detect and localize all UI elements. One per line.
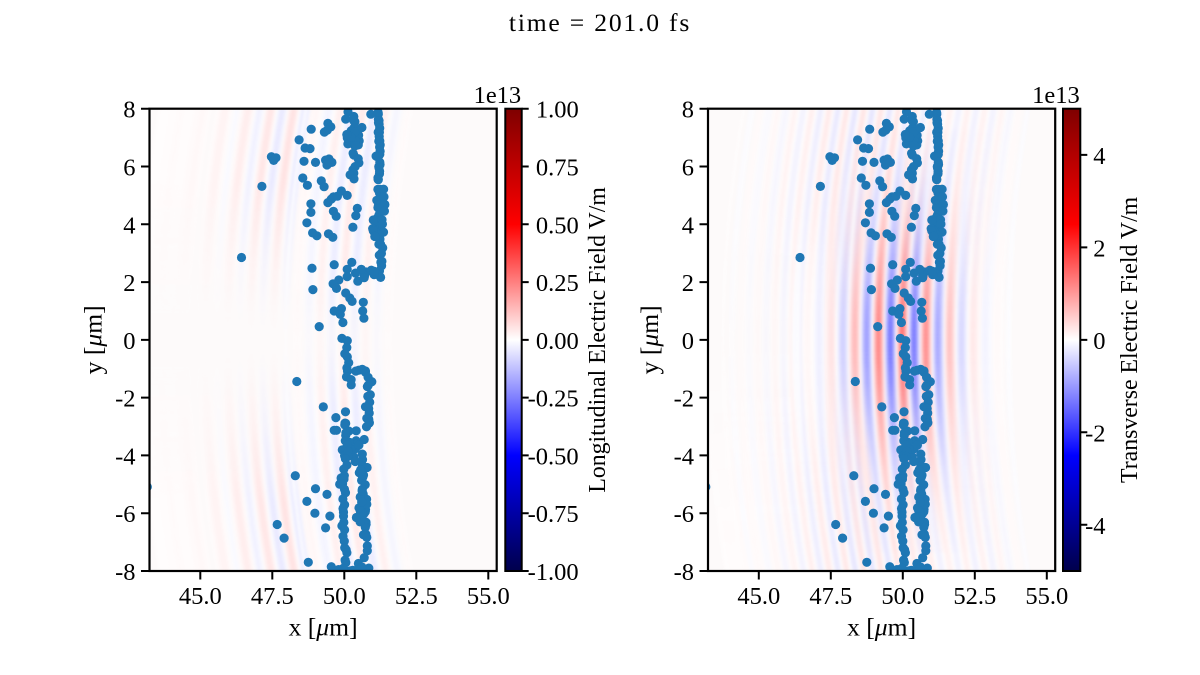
svg-text:Transverse Electric Field V/m: Transverse Electric Field V/m [1117, 196, 1143, 483]
svg-text:-0.25: -0.25 [528, 386, 579, 413]
svg-text:55.0: 55.0 [1025, 583, 1068, 610]
svg-text:-4: -4 [674, 443, 694, 470]
svg-text:47.5: 47.5 [809, 583, 852, 610]
svg-text:1e13: 1e13 [1032, 82, 1080, 109]
svg-text:-0.75: -0.75 [528, 501, 579, 528]
svg-text:-1.00: -1.00 [528, 559, 579, 586]
svg-text:1e13: 1e13 [474, 82, 522, 109]
svg-text:6: 6 [123, 155, 135, 182]
svg-text:50.0: 50.0 [323, 583, 366, 610]
svg-text:45.0: 45.0 [737, 583, 780, 610]
svg-text:8: 8 [123, 97, 135, 124]
svg-text:-8: -8 [115, 559, 135, 586]
svg-text:52.5: 52.5 [953, 583, 996, 610]
svg-text:Longitudinal Electric Field V/: Longitudinal Electric Field V/m [585, 187, 611, 493]
svg-text:4: 4 [123, 212, 135, 239]
svg-text:x [μm]: x [μm] [847, 613, 916, 642]
svg-text:1.00: 1.00 [536, 97, 579, 124]
svg-text:50.0: 50.0 [881, 583, 924, 610]
svg-text:time = 201.0 fs: time = 201.0 fs [509, 8, 691, 37]
svg-text:-8: -8 [674, 559, 694, 586]
svg-text:0.25: 0.25 [536, 270, 579, 297]
svg-text:y [μm]: y [μm] [79, 305, 108, 374]
svg-text:2: 2 [123, 270, 135, 297]
svg-text:0.50: 0.50 [536, 212, 579, 239]
svg-text:4: 4 [1093, 143, 1105, 170]
svg-text:-6: -6 [115, 501, 135, 528]
svg-text:45.0: 45.0 [179, 583, 222, 610]
svg-text:47.5: 47.5 [251, 583, 294, 610]
svg-text:0.00: 0.00 [536, 328, 579, 355]
svg-text:55.0: 55.0 [467, 583, 510, 610]
svg-text:x [μm]: x [μm] [289, 613, 358, 642]
svg-text:-4: -4 [115, 443, 135, 470]
svg-text:-0.50: -0.50 [528, 443, 579, 470]
svg-text:y [μm]: y [μm] [635, 305, 664, 374]
svg-text:-2: -2 [115, 386, 135, 413]
svg-text:0: 0 [1093, 328, 1105, 355]
svg-text:2: 2 [1093, 235, 1105, 262]
svg-text:-4: -4 [1085, 513, 1105, 540]
svg-text:6: 6 [682, 155, 694, 182]
svg-text:0.75: 0.75 [536, 155, 579, 182]
svg-text:8: 8 [682, 97, 694, 124]
svg-text:-6: -6 [674, 501, 694, 528]
svg-text:0: 0 [682, 328, 694, 355]
svg-text:-2: -2 [1085, 420, 1105, 447]
svg-text:0: 0 [123, 328, 135, 355]
svg-text:-2: -2 [674, 386, 694, 413]
svg-text:2: 2 [682, 270, 694, 297]
svg-text:52.5: 52.5 [395, 583, 438, 610]
svg-text:4: 4 [682, 212, 694, 239]
